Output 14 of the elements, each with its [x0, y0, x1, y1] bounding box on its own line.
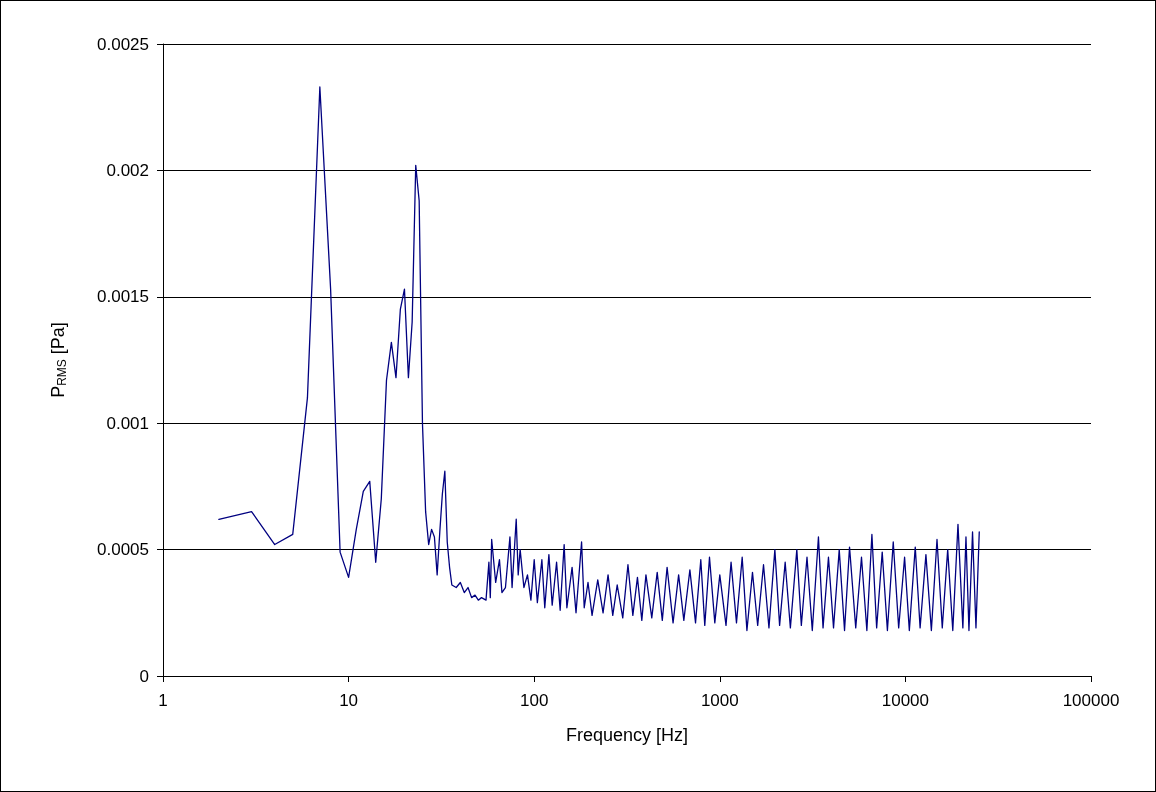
- y-axis-title: PRMS [Pa]: [48, 322, 69, 398]
- y-tick-label: 0.002: [106, 160, 149, 180]
- x-tick-label: 1000: [700, 691, 739, 710]
- y-tick-label: 0.0015: [97, 287, 149, 307]
- x-tick-label: 1: [158, 691, 168, 710]
- y-tick-label: 0: [139, 666, 149, 686]
- x-tick-label: 10: [339, 691, 359, 710]
- x-tick-label: 100: [520, 691, 549, 710]
- y-tick-label: 0.0005: [97, 540, 149, 560]
- y-tick-label: 0.001: [106, 413, 149, 433]
- y-tick-label: 0.0025: [97, 34, 149, 54]
- x-tick-label: 100000: [1062, 691, 1120, 710]
- x-tick-label: 10000: [881, 691, 930, 710]
- x-axis-title: Frequency [Hz]: [565, 725, 689, 745]
